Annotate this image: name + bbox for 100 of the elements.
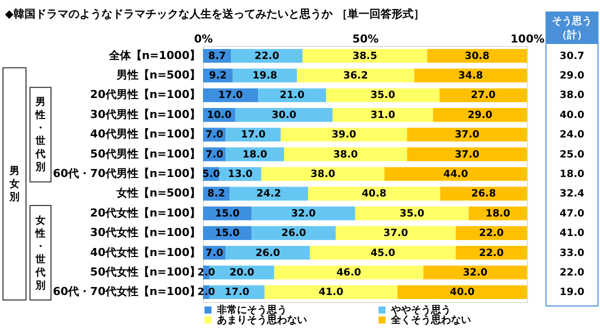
bar	[296, 68, 414, 82]
bar	[232, 68, 297, 82]
data-label: 31.0	[370, 110, 396, 121]
data-label: 26.0	[255, 248, 280, 259]
text: 25.0	[560, 149, 584, 160]
text: 男女別	[8, 164, 20, 203]
text: 47.0	[560, 208, 584, 220]
text: 29.0	[560, 70, 584, 82]
data-label: 40.0	[450, 287, 475, 298]
legend-label: ややそう思う	[390, 304, 451, 316]
data-label: 38.0	[310, 169, 336, 180]
data-label: 17.0	[224, 287, 250, 298]
text: 22.0	[560, 267, 584, 278]
text: 32.4	[560, 188, 584, 200]
data-label: 18.0	[242, 149, 268, 160]
y-tick-label: 30代女性【n=100】	[90, 226, 200, 240]
text: 41.0	[560, 228, 584, 240]
data-label: 36.2	[343, 70, 368, 82]
y-tick-label: 30代男性【n=100】	[90, 108, 200, 121]
legend-label: 非常にそう思う	[216, 304, 287, 316]
data-label: 37.0	[454, 149, 480, 160]
text: 女性・世代別	[34, 214, 46, 292]
y-tick-label: 全体【n=1000】	[108, 48, 200, 62]
data-label: 34.8	[458, 70, 483, 82]
data-label: 38.5	[352, 50, 378, 62]
y-tick-label: 20代男性【n=100】	[90, 88, 200, 102]
x-tick-label: 50%	[352, 32, 379, 46]
bar	[261, 167, 384, 181]
data-label: 45.0	[370, 248, 396, 259]
bar	[407, 128, 527, 142]
data-label: 8.7	[208, 50, 226, 62]
data-label: 40.8	[362, 188, 386, 200]
bar	[284, 147, 408, 162]
bar	[397, 285, 527, 300]
x-tick-label: 0%	[194, 32, 213, 46]
bar	[226, 128, 281, 142]
text: 24.0	[560, 130, 584, 141]
bar	[280, 128, 408, 142]
y-tick-label: 40代男性【n=100】	[90, 128, 200, 141]
data-label: 37.0	[383, 228, 408, 240]
text: 18.0	[560, 169, 584, 180]
data-label: 44.0	[443, 169, 468, 180]
data-label: 46.0	[336, 267, 362, 278]
text: そう思う（計）	[552, 15, 592, 41]
bar	[414, 68, 527, 82]
y-tick-label: 40代女性【n=100】	[90, 246, 200, 259]
data-label: 5.0	[202, 169, 220, 180]
data-label: 32.0	[291, 208, 316, 220]
x-tick-label: 100%	[510, 32, 544, 46]
data-label: 7.0	[205, 248, 224, 259]
data-label: 27.0	[470, 90, 496, 102]
bar	[423, 266, 527, 280]
text: 40.0	[560, 110, 584, 121]
text: 33.0	[560, 248, 584, 259]
data-label: 38.0	[333, 149, 358, 160]
data-label: 26.0	[281, 228, 306, 240]
data-label: 8.2	[207, 188, 226, 200]
text: 30.7	[560, 50, 584, 62]
data-label: 37.0	[454, 130, 480, 141]
y-tick-label: 男性【n=500】	[115, 68, 200, 82]
text: 男性・世代別	[34, 96, 46, 174]
data-label: 7.0	[205, 130, 224, 141]
bar	[355, 206, 469, 220]
text: 19.0	[560, 287, 584, 298]
data-label: 19.8	[252, 70, 278, 82]
legend-label: 全くそう思わない	[390, 314, 471, 326]
legend-label: あまりそう思わない	[217, 314, 307, 326]
data-label: 20.0	[230, 267, 254, 278]
bar	[407, 147, 527, 162]
data-label: 30.0	[272, 110, 296, 121]
data-label: 7.0	[205, 149, 224, 160]
data-label: 9.2	[209, 70, 227, 82]
bar	[308, 186, 440, 201]
y-tick-label: 女性【n=500】	[115, 186, 200, 200]
data-label: 29.0	[468, 110, 492, 121]
data-label: 13.0	[228, 169, 253, 180]
data-label: 26.8	[471, 188, 496, 200]
data-label: 22.0	[479, 228, 504, 240]
chart-title: ◆韓国ドラマのようなドラマチックな人生を送ってみたいと思うか ［単一回答形式］	[5, 8, 424, 20]
data-label: 10.0	[206, 110, 232, 121]
bar	[384, 167, 527, 181]
data-label: 17.0	[218, 90, 243, 102]
data-label: 24.2	[256, 188, 282, 200]
data-label: 15.0	[214, 228, 240, 240]
bar	[302, 48, 428, 63]
bar	[310, 246, 456, 260]
y-tick-label: 60代・70代男性【n=100】	[52, 167, 200, 180]
bar	[252, 206, 356, 220]
bar	[332, 108, 434, 122]
data-label: 21.0	[280, 90, 304, 102]
bar	[427, 48, 527, 63]
data-label: 17.0	[240, 130, 266, 141]
bar	[326, 88, 440, 102]
bar	[252, 226, 336, 240]
data-label: 22.0	[254, 50, 280, 62]
bar	[336, 226, 456, 240]
y-tick-label: 50代男性【n=100】	[90, 147, 200, 160]
data-label: 39.0	[332, 130, 356, 141]
data-label: 22.0	[479, 248, 504, 259]
bar	[235, 108, 333, 122]
